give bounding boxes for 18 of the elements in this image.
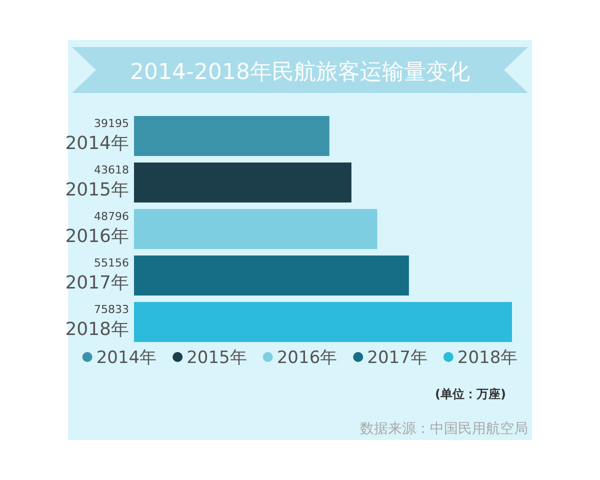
y-tick-label: 2016年 <box>65 226 129 247</box>
data-label: 55156 <box>94 256 129 270</box>
y-tick-label: 2018年 <box>65 319 129 340</box>
text: (单位：万座) <box>435 387 506 401</box>
data-label: 75833 <box>94 303 129 316</box>
data-label: 48796 <box>94 210 129 223</box>
data-label: 39195 <box>94 117 129 130</box>
y-tick-label: 2014年 <box>65 133 129 154</box>
legend-label: 2017年 <box>367 348 428 368</box>
data-label: 43618 <box>94 164 129 176</box>
legend-label: 2018年 <box>457 348 518 368</box>
legend-label: 2014年 <box>96 348 157 368</box>
y-tick-label: 2015年 <box>65 180 129 200</box>
legend-label: 2015年 <box>186 348 247 368</box>
y-tick-label: 2017年 <box>65 272 129 294</box>
legend-label: 2016年 <box>276 348 338 368</box>
source-note: 数据来源：中国民用航空局 <box>360 421 528 437</box>
chart-title: 2014-2018年民航旅客运输量变化 <box>130 60 470 85</box>
